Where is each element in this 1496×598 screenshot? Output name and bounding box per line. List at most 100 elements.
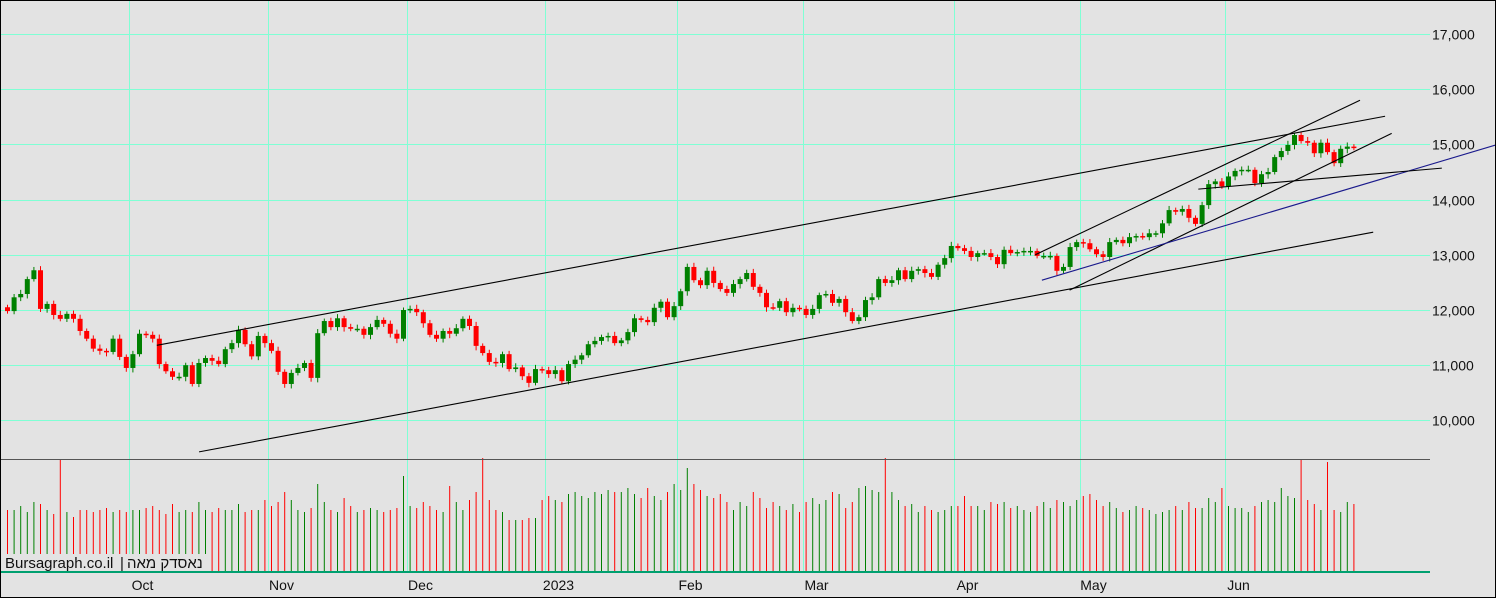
- candle-body: [44, 303, 50, 309]
- candle-body: [1226, 176, 1231, 187]
- candle-body: [24, 279, 30, 294]
- candle-body: [678, 291, 684, 307]
- candle-body: [546, 370, 552, 375]
- candle-body: [830, 293, 835, 303]
- candle-body: [117, 338, 123, 357]
- candle-body: [38, 270, 43, 309]
- candle-body: [427, 323, 433, 335]
- candle-body: [440, 330, 446, 339]
- candle-body: [552, 370, 558, 375]
- candle-body: [896, 270, 901, 281]
- candle-body: [381, 319, 387, 324]
- candle-body: [942, 258, 948, 265]
- candle-body: [31, 270, 37, 280]
- candle-body: [1278, 151, 1284, 158]
- candle-body: [255, 335, 261, 357]
- trendline-flat-support: [1198, 167, 1442, 190]
- candle-body: [183, 365, 189, 377]
- candle-body: [1061, 266, 1066, 271]
- x-tick-label: Dec: [408, 577, 433, 593]
- candle-body: [506, 354, 512, 370]
- candle-body: [387, 323, 393, 334]
- candle-body: [612, 335, 618, 344]
- candle-body: [480, 345, 486, 354]
- x-tick-label: May: [1080, 577, 1106, 593]
- candle-body: [71, 313, 76, 319]
- candle-body: [163, 364, 169, 372]
- y-tick-label: 12,000: [1432, 303, 1475, 319]
- candle-body: [1107, 242, 1113, 258]
- candle-body: [1338, 148, 1344, 164]
- candle-body: [955, 245, 961, 249]
- candle-body: [1160, 223, 1165, 234]
- candle-body: [863, 300, 868, 318]
- candle-body: [526, 376, 532, 383]
- candle-body: [922, 269, 928, 274]
- candle-body: [645, 319, 651, 323]
- candle-body: [57, 314, 63, 319]
- candle-body: [486, 353, 492, 362]
- watermark-separator: |: [120, 555, 124, 572]
- candle-body: [1127, 237, 1132, 244]
- candle-body: [209, 358, 215, 361]
- candle-body: [658, 301, 664, 308]
- y-tick-label: 13,000: [1432, 248, 1475, 264]
- candle-body: [170, 371, 175, 377]
- candle-body: [1080, 242, 1086, 244]
- candle-body: [97, 348, 103, 351]
- candle-body: [1265, 172, 1271, 175]
- candle-body: [1212, 181, 1218, 185]
- candle-body: [717, 282, 723, 290]
- candle-body: [420, 312, 426, 324]
- candle-body: [1344, 146, 1350, 149]
- candle-body: [1173, 210, 1179, 212]
- candle-body: [816, 295, 822, 309]
- candle-body: [341, 318, 347, 328]
- candle-body: [757, 286, 763, 293]
- candle-body: [288, 372, 294, 384]
- candle-body: [876, 279, 882, 298]
- x-tick-label: Nov: [269, 577, 294, 593]
- candle-body: [909, 270, 915, 280]
- candle-body: [843, 298, 849, 313]
- candle-body: [651, 307, 657, 323]
- candle-body: [242, 329, 248, 345]
- candle-body: [275, 350, 281, 372]
- candle-body: [236, 329, 241, 344]
- candle-body: [1113, 239, 1119, 243]
- trendline-steep-lower: [1069, 132, 1392, 291]
- candle-body: [783, 301, 789, 313]
- candle-body: [473, 326, 479, 346]
- candle-body: [585, 344, 591, 356]
- candle-body: [1252, 169, 1258, 184]
- candle-body: [744, 273, 750, 280]
- candle-body: [203, 358, 208, 363]
- candle-body: [1193, 217, 1198, 224]
- candle-body: [823, 293, 829, 296]
- candle-body: [559, 370, 565, 382]
- candle-body: [110, 338, 116, 352]
- candle-body: [434, 334, 439, 339]
- candle-body: [493, 361, 499, 364]
- candle-body: [1206, 184, 1212, 206]
- candle-body: [1054, 255, 1060, 271]
- candle-body: [335, 318, 340, 328]
- x-tick-label: 2023: [543, 577, 574, 593]
- candle-body: [447, 330, 453, 334]
- candle-body: [948, 245, 954, 259]
- candle-body: [328, 321, 334, 328]
- candle-body: [605, 335, 611, 338]
- candle-body: [1087, 243, 1093, 250]
- candle-body: [1239, 169, 1245, 172]
- candle-body: [453, 328, 459, 334]
- x-tick-label: Feb: [678, 577, 702, 593]
- candle-body: [599, 337, 604, 341]
- candle-body: [962, 248, 967, 251]
- candle-body: [929, 273, 934, 277]
- watermark: Bursagraph.co.il | נאסדק מאה: [3, 554, 207, 572]
- candle-body: [684, 266, 690, 292]
- candle-body: [368, 327, 373, 335]
- candle-body: [1219, 181, 1225, 187]
- trendlines: [156, 99, 1496, 453]
- candle-body: [724, 289, 730, 293]
